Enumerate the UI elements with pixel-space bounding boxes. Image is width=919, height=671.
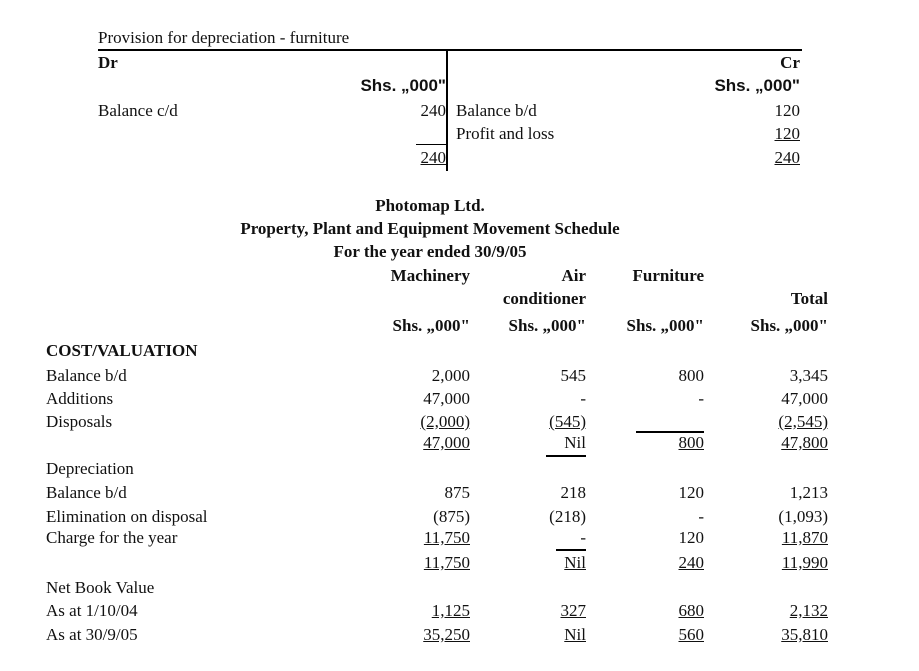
- ledger-credit-amount: 120: [774, 101, 801, 120]
- row-value: 47,800: [781, 433, 828, 452]
- row-label: Net Book Value: [46, 578, 155, 597]
- row-label: Additions: [46, 389, 114, 408]
- row-value: 11,750: [423, 528, 470, 547]
- row-value: 35,810: [781, 625, 828, 644]
- row-value: 120: [678, 528, 705, 547]
- row-label: Balance b/d: [46, 483, 127, 502]
- ledger-credit-amount: 120: [774, 124, 801, 143]
- row-label: As at 30/9/05: [46, 625, 138, 644]
- column-currency: Shs. „000": [750, 316, 828, 335]
- row-value: -: [580, 528, 586, 547]
- row-label: Disposals: [46, 412, 113, 431]
- schedule-title: Property, Plant and Equipment Movement S…: [240, 219, 620, 238]
- row-value: 35,250: [423, 625, 470, 644]
- row-value: -: [698, 507, 704, 526]
- schedule-period: For the year ended 30/9/05: [333, 242, 527, 261]
- row-value: -: [698, 389, 704, 408]
- row-value: (2,000): [420, 412, 470, 431]
- row-value: 240: [678, 553, 705, 572]
- row-value: 800: [678, 433, 705, 452]
- column-currency: Shs. „000": [508, 316, 586, 335]
- row-label: Charge for the year: [46, 528, 178, 547]
- row-value: 560: [678, 625, 705, 644]
- underline-rule: [636, 431, 704, 433]
- row-value: (875): [433, 507, 470, 526]
- row-value: 11,990: [781, 553, 828, 572]
- ledger-total-dr: 240: [420, 148, 447, 167]
- row-value: (2,545): [778, 412, 828, 431]
- row-value: Nil: [564, 553, 586, 572]
- row-value: 218: [560, 483, 587, 502]
- ledger-dr: Dr: [98, 53, 118, 72]
- row-value: 545: [560, 366, 587, 385]
- row-value: 875: [444, 483, 471, 502]
- ledger-credit-label: Profit and loss: [456, 124, 555, 143]
- row-label: Balance b/d: [46, 366, 127, 385]
- column-currency: Shs. „000": [392, 316, 470, 335]
- ledger-currency-dr: Shs. „000": [360, 76, 446, 95]
- row-value: (1,093): [778, 507, 828, 526]
- row-value: 47,000: [423, 389, 470, 408]
- column-header: Air: [561, 266, 586, 285]
- ledger-currency-cr: Shs. „000": [714, 76, 800, 95]
- column-header: Machinery: [390, 266, 470, 285]
- row-label: Elimination on disposal: [46, 507, 208, 526]
- row-value: 1,213: [789, 483, 828, 502]
- row-value: 3,345: [789, 366, 828, 385]
- row-value: 11,870: [781, 528, 828, 547]
- row-label: Depreciation: [46, 459, 134, 478]
- row-label: COST/VALUATION: [46, 341, 198, 360]
- row-value: 2,000: [431, 366, 470, 385]
- row-value: (545): [549, 412, 586, 431]
- row-value: 800: [678, 366, 705, 385]
- row-value: 680: [678, 601, 705, 620]
- row-value: 327: [560, 601, 587, 620]
- row-value: 2,132: [789, 601, 828, 620]
- column-currency: Shs. „000": [626, 316, 704, 335]
- ledger-underline: [416, 144, 446, 145]
- ledger-cr: Cr: [780, 53, 800, 72]
- underline-rule: [556, 549, 586, 551]
- row-value: 1,125: [431, 601, 470, 620]
- row-value: (218): [549, 507, 586, 526]
- row-value: -: [580, 389, 586, 408]
- column-header: Furniture: [632, 266, 704, 285]
- ledger-top-rule: [98, 49, 802, 51]
- row-value: 11,750: [423, 553, 470, 572]
- row-value: Nil: [564, 433, 586, 452]
- underline-rule: [546, 455, 586, 457]
- row-value: 47,000: [423, 433, 470, 452]
- ledger-total-cr: 240: [774, 148, 801, 167]
- ledger-debit-label: Balance c/d: [98, 101, 178, 120]
- row-value: 47,000: [781, 389, 828, 408]
- row-value: 120: [678, 483, 705, 502]
- ledger-debit-amount: 240: [420, 101, 447, 120]
- company-name: Photomap Ltd.: [375, 196, 485, 215]
- ledger-center-rule: [446, 49, 448, 171]
- row-label: As at 1/10/04: [46, 601, 138, 620]
- ledger-title: Provision for depreciation - furniture: [98, 28, 350, 47]
- column-header-line2: Total: [790, 289, 828, 308]
- ledger-credit-label: Balance b/d: [456, 101, 537, 120]
- column-header-line2: conditioner: [502, 289, 586, 308]
- row-value: Nil: [564, 625, 586, 644]
